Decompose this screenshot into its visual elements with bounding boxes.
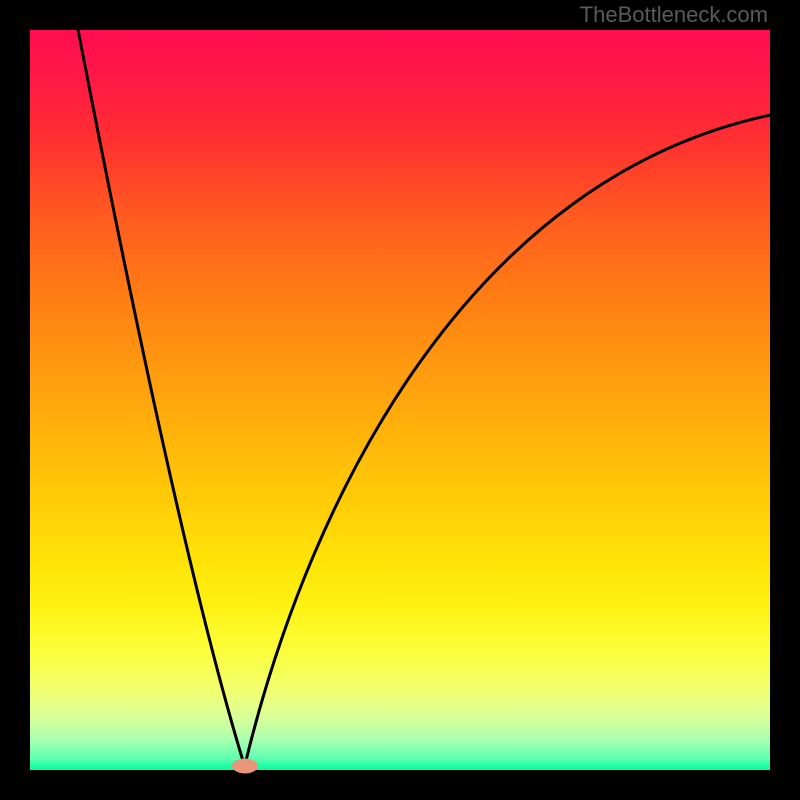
chart-canvas: TheBottleneck.com [0,0,800,800]
plot-area [30,30,770,770]
minimum-marker [232,759,258,774]
bottleneck-curve [30,30,770,770]
curve-path [78,30,770,766]
watermark-text: TheBottleneck.com [580,2,768,28]
